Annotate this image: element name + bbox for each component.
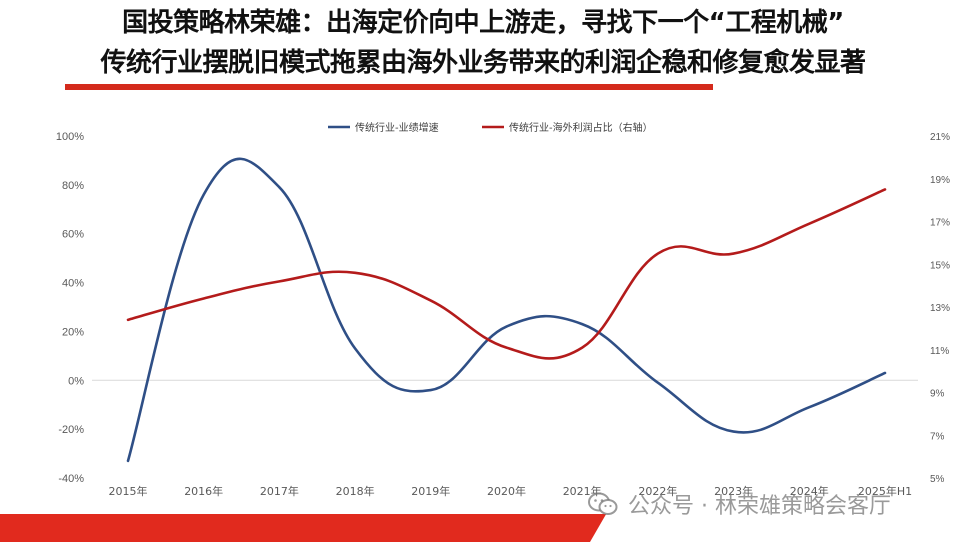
watermark: 公众号 · 林荣雄策略会客厅 (588, 486, 891, 522)
footer-band-red (0, 514, 560, 542)
page-title-line-2: 传统行业摆脱旧模式拖累由海外业务带来的利润企稳和修复愈发显著 (100, 48, 866, 78)
x-axis-tick-label: 2017年 (260, 484, 299, 498)
right-axis-tick-label: 7% (930, 431, 945, 442)
series-line-overseas-share (126, 188, 887, 360)
x-axis-tick-label: 2020年 (487, 484, 526, 498)
right-axis-tick-label: 13% (930, 303, 950, 314)
left-axis-tick-label: 20% (62, 326, 84, 338)
left-axis-tick-label: -40% (58, 473, 84, 485)
right-axis-tick-label: 15% (930, 260, 950, 271)
left-axis-tick-label: 80% (62, 180, 84, 192)
legend-label-growth: 传统行业-业绩增速 (355, 121, 439, 134)
x-axis-tick-label: 2022年 (638, 484, 677, 498)
x-axis-tick-label: 2018年 (336, 484, 375, 498)
x-axis-tick-label: 2016年 (184, 484, 223, 498)
chart-legend: 传统行业-业绩增速 传统行业-海外利润占比（右轴） (328, 121, 653, 134)
left-axis-tick-label: 100% (56, 131, 84, 143)
left-axis-tick-label: -20% (58, 424, 84, 436)
right-axis-tick-label: 5% (930, 474, 945, 485)
x-axis-tick-label: 2019年 (411, 484, 450, 498)
page-title-line-1: 国投策略林荣雄：出海定价向中上游走，寻找下一个“工程机械” (122, 8, 844, 38)
left-axis-tick-label: 60% (62, 229, 84, 241)
right-axis-tick-label: 21% (930, 132, 950, 143)
x-axis-tick-label: 2025年H1 (858, 484, 912, 498)
x-axis-tick-label: 2015年 (109, 484, 148, 498)
x-axis-tick-label: 2023年 (714, 484, 753, 498)
x-axis-tick-label: 2021年 (563, 484, 602, 498)
right-axis-tick-label: 11% (930, 346, 949, 357)
series-line-growth (126, 157, 887, 463)
left-axis-tick-label: 0% (68, 375, 84, 387)
title-underline (65, 84, 713, 90)
right-axis-tick-label: 17% (930, 218, 950, 229)
right-axis-tick-label: 9% (930, 389, 945, 400)
right-axis-tick-label: 19% (930, 175, 950, 186)
chart-axes: -40% -20% 0% 20% 40% 60% 80% 100% 5% 7% 9% 11% 13% 15… (56, 131, 950, 498)
left-axis-tick-label: 40% (62, 278, 84, 290)
watermark-text: 公众号 · 林荣雄策略会客厅 (628, 494, 891, 519)
chart-series (126, 157, 887, 463)
footer-band (0, 514, 966, 542)
wechat-icon (588, 492, 618, 515)
legend-label-overseas-share: 传统行业-海外利润占比（右轴） (509, 121, 653, 134)
x-axis-tick-label: 2024年 (790, 484, 829, 498)
